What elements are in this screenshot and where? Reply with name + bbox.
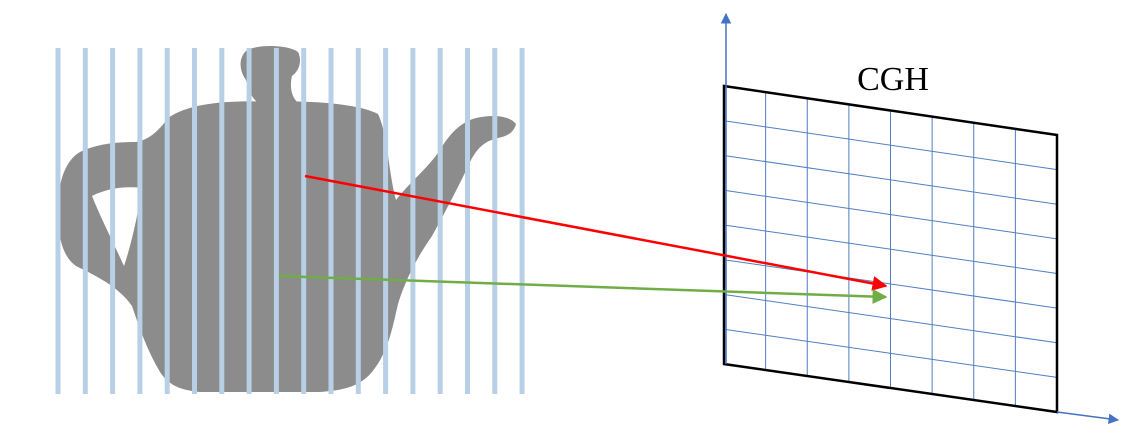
green-ray xyxy=(278,274,888,305)
grid-row-line xyxy=(723,120,1058,171)
grid-row-line xyxy=(723,259,1058,309)
red-ray xyxy=(304,174,888,291)
cgh-grid xyxy=(723,92,1058,406)
grid-row-line xyxy=(723,224,1058,274)
grid-row-line xyxy=(723,294,1058,344)
horizontal-axis xyxy=(1056,411,1120,424)
cgh-label: CGH xyxy=(857,61,929,98)
teapot-body xyxy=(58,101,516,393)
grid-row-line xyxy=(723,328,1058,378)
slice-lines xyxy=(55,48,525,394)
grid-row-line xyxy=(723,155,1058,205)
teapot-lid xyxy=(240,46,300,108)
grid-row-line xyxy=(723,189,1058,240)
teapot-handle-hole xyxy=(92,187,142,266)
teapot-silhouette xyxy=(58,46,516,393)
